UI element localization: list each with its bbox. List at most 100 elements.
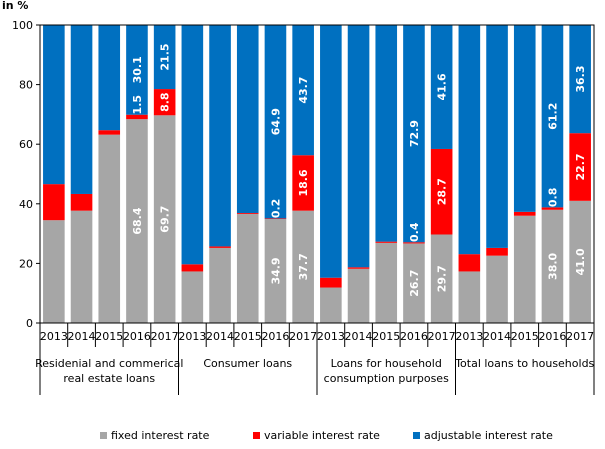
x-category-label: 2017 <box>289 330 317 343</box>
data-label: 8.8 <box>159 92 172 112</box>
x-group-label: Consumer loans <box>203 357 292 370</box>
x-category-label: 2017 <box>151 330 179 343</box>
bar-segment <box>430 234 453 323</box>
legend-swatch <box>100 432 107 439</box>
data-label: 72.9 <box>408 120 421 147</box>
bar-segment <box>292 155 314 211</box>
bar-segment <box>320 25 342 278</box>
bar-segment <box>70 25 93 194</box>
bar-segment <box>181 271 204 323</box>
bar-segment <box>264 25 287 219</box>
x-category-label: 2014 <box>345 330 373 343</box>
y-tick-label: 40 <box>19 198 33 211</box>
x-category-label: 2015 <box>234 330 262 343</box>
data-label: 0.8 <box>546 188 559 208</box>
bar-segment <box>43 220 65 323</box>
bar-segment <box>181 25 204 265</box>
data-label: 18.6 <box>297 169 310 196</box>
bar-segment <box>458 254 481 272</box>
data-label: 68.4 <box>131 207 144 234</box>
bar-segment <box>541 25 564 208</box>
x-category-label: 2016 <box>261 330 289 343</box>
bar-segment <box>292 25 314 156</box>
bar-segment <box>236 213 259 214</box>
y-tick-label: 60 <box>19 138 33 151</box>
y-tick-label: 100 <box>12 19 33 32</box>
data-label: 28.7 <box>436 178 449 205</box>
data-labels-layer: 68.4 69.7 1.5 8.8 30.1 21.5 34.9 37.7 0.2 18.6 64.… <box>131 43 587 296</box>
bar-segment <box>98 134 121 323</box>
x-group-label: consumption purposes <box>324 372 449 385</box>
bar-segment <box>292 210 314 323</box>
bar-segment <box>347 268 370 323</box>
legend-label: variable interest rate <box>264 429 380 442</box>
bar-segment <box>347 25 370 268</box>
legend-label: fixed interest rate <box>111 429 210 442</box>
data-label: 0.2 <box>269 199 282 219</box>
bar-segment <box>375 25 398 242</box>
data-label: 61.2 <box>546 103 559 130</box>
bar-segment <box>236 25 259 214</box>
bar-segment <box>320 277 342 288</box>
bar-segment <box>513 211 536 216</box>
bar-segment <box>569 25 591 134</box>
y-tick-label: 0 <box>26 317 33 330</box>
data-label: 34.9 <box>269 257 282 284</box>
bar-segment <box>541 207 564 210</box>
y-tick-label: 20 <box>19 257 33 270</box>
plot-area <box>39 24 595 324</box>
data-label: 69.7 <box>159 206 172 233</box>
data-label: 43.7 <box>297 77 310 104</box>
x-category-label: 2015 <box>95 330 123 343</box>
bar-segment <box>43 25 65 185</box>
bar-segment <box>98 25 121 131</box>
x-category-label: 2014 <box>68 330 96 343</box>
bar-segment <box>403 25 425 243</box>
data-label: 1.5 <box>131 95 144 115</box>
x-group-label: Loans for household <box>331 357 442 370</box>
bar-segment <box>430 148 453 235</box>
bar-segment <box>403 243 425 323</box>
bar-segment <box>209 247 231 323</box>
x-category-label: 2016 <box>400 330 428 343</box>
bar-segment <box>153 25 176 90</box>
bar-segment <box>98 130 121 135</box>
data-label: 30.1 <box>131 56 144 83</box>
bar-segment <box>236 213 259 323</box>
x-group-label: Residenial and commerical <box>35 357 183 370</box>
bar-segment <box>153 89 176 116</box>
data-label: 29.7 <box>436 265 449 292</box>
x-category-label: 2015 <box>372 330 400 343</box>
bar-segment <box>513 25 536 212</box>
x-category-label: 2013 <box>40 330 68 343</box>
bar-segment <box>458 25 481 255</box>
bar-segment <box>569 200 591 323</box>
bar-segment <box>513 215 536 323</box>
bar-segment <box>43 184 65 221</box>
data-label: 0.4 <box>408 222 421 242</box>
legend-label: adjustable interest rate <box>424 429 553 442</box>
x-category-label: 2013 <box>317 330 345 343</box>
bar-segment <box>541 209 564 323</box>
bars-layer <box>43 25 591 323</box>
x-category-label: 2013 <box>178 330 206 343</box>
bar-segment <box>403 242 425 244</box>
data-label: 21.5 <box>159 43 172 70</box>
bar-segment <box>70 193 93 211</box>
data-label: 41.6 <box>436 73 449 100</box>
bar-segment <box>375 242 398 323</box>
bar-segment <box>347 267 370 269</box>
x-group-label: real estate loans <box>63 372 155 385</box>
bar-segment <box>430 25 453 149</box>
legend: fixed interest rate variable interest rat… <box>100 429 553 442</box>
y-tick-label: 80 <box>19 79 33 92</box>
data-label: 38.0 <box>546 252 559 279</box>
bar-segment <box>264 218 287 323</box>
bar-segment <box>126 25 148 115</box>
unit-label: in % <box>2 0 28 12</box>
bar-segment <box>569 133 591 201</box>
x-category-label: 2017 <box>566 330 594 343</box>
data-label: 22.7 <box>574 153 587 180</box>
x-category-label: 2016 <box>538 330 566 343</box>
bar-segment <box>486 25 508 248</box>
